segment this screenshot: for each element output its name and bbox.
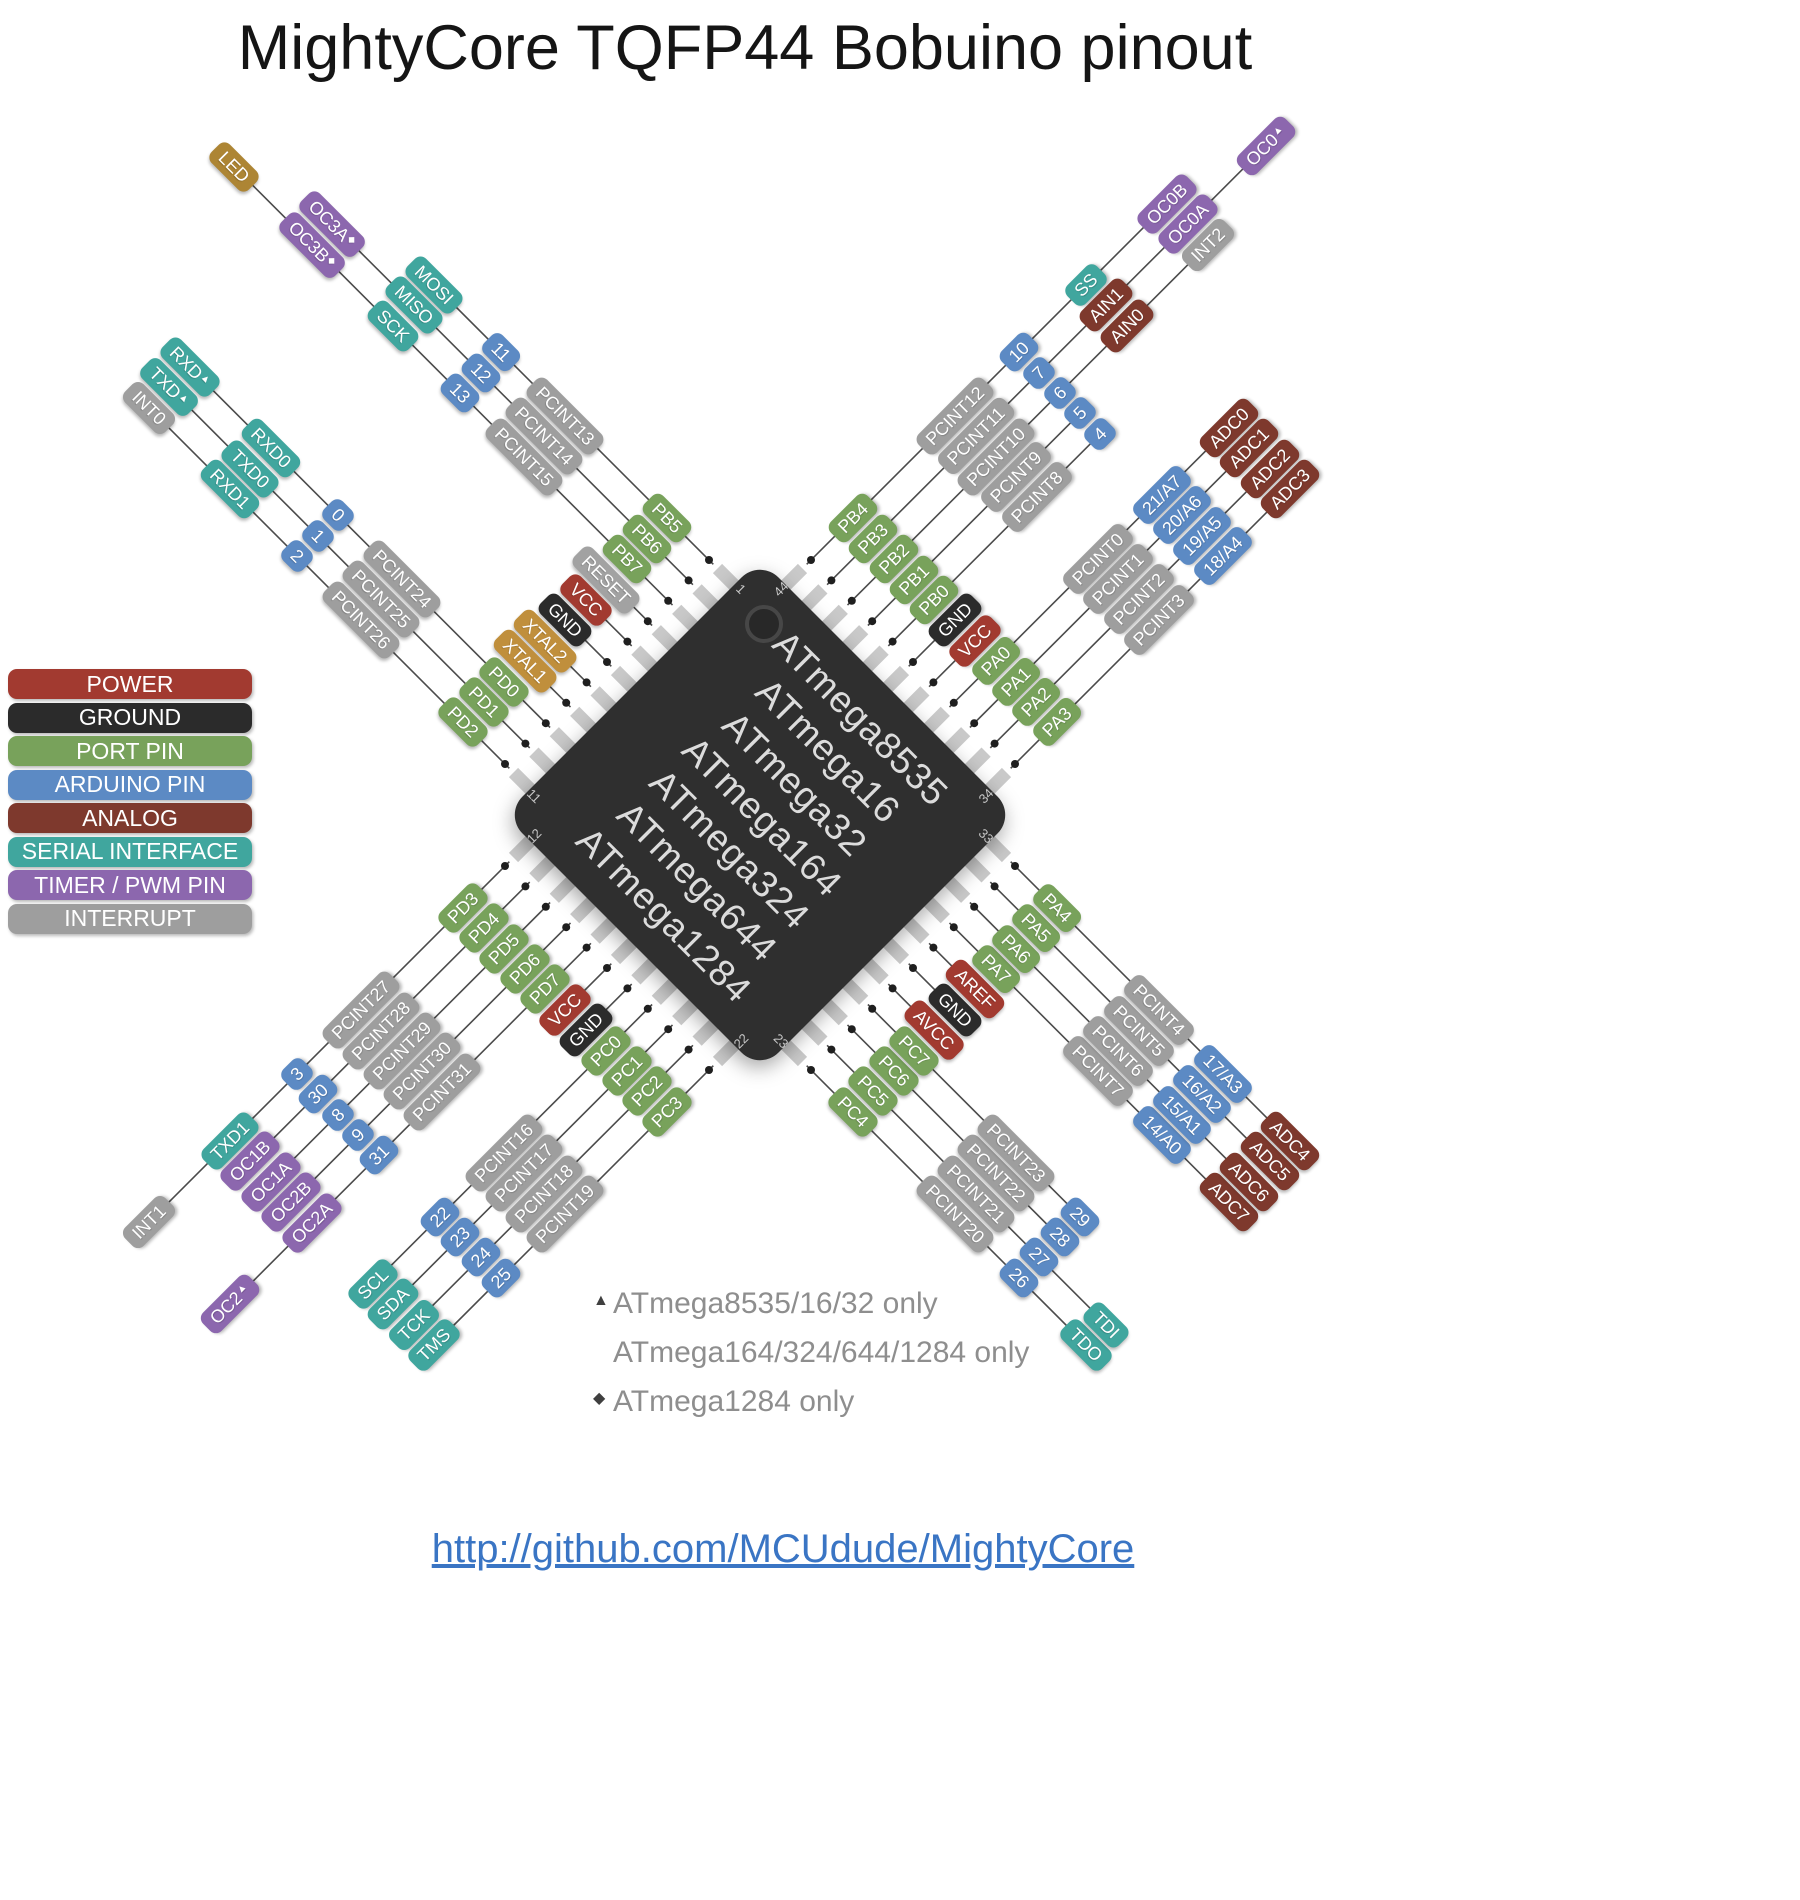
wires-bottom_left xyxy=(148,835,740,1346)
page-title: MightyCore TQFP44 Bobuino pinout xyxy=(237,13,1253,83)
footnote: ▲ ATmega8535/16/32 only xyxy=(593,1287,938,1320)
legend-port-pin: PORT PIN xyxy=(8,736,252,766)
legend-power: POWER xyxy=(8,669,252,699)
footnote: ◆ ATmega1284 only xyxy=(593,1385,855,1418)
github-link[interactable]: http://github.com/MCUdude/MightyCore xyxy=(431,1527,1135,1571)
pin1-indicator-dot xyxy=(745,605,783,643)
legend-serial-interface: SERIAL INTERFACE xyxy=(8,836,252,867)
legend-interrupt: INTERRUPT xyxy=(8,903,252,934)
legend-analog: ANALOG xyxy=(8,803,252,833)
legend-timer-pwm-pin: TIMER / PWM PIN xyxy=(8,870,252,900)
footnote: ATmega164/324/644/1284 only xyxy=(613,1336,1030,1369)
legend-ground: GROUND xyxy=(8,702,252,733)
legend-arduino-pin: ARDUINO PIN xyxy=(8,769,252,800)
